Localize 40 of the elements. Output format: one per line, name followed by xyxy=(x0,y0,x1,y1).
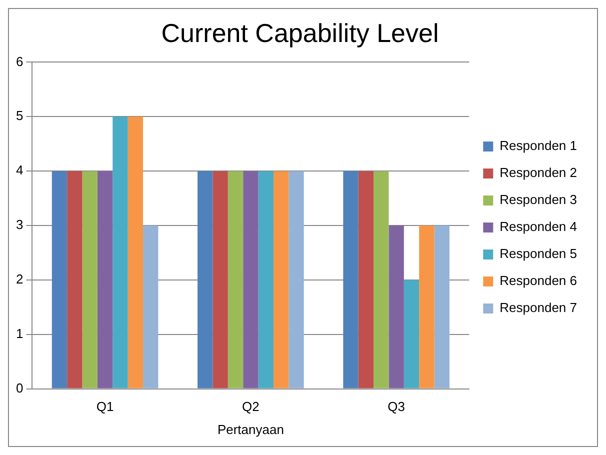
legend-label: Responden 1 xyxy=(500,138,578,154)
bar xyxy=(288,171,304,388)
legend-label: Responden 6 xyxy=(500,273,578,288)
bar xyxy=(198,171,213,388)
bar xyxy=(388,226,404,388)
bar xyxy=(358,171,374,388)
bar xyxy=(67,171,82,388)
bar xyxy=(273,171,289,388)
bar xyxy=(212,171,228,388)
legend-label: Responden 5 xyxy=(500,246,578,262)
bar xyxy=(258,171,274,388)
x-tick-label: Q3 xyxy=(388,399,406,414)
bar xyxy=(82,171,98,388)
legend-label: Responden 2 xyxy=(500,165,578,180)
y-tick-label: 2 xyxy=(16,272,24,287)
bar xyxy=(419,226,434,388)
bar xyxy=(52,171,68,388)
bar xyxy=(128,116,144,388)
x-tick-label: Q2 xyxy=(242,399,260,414)
bar xyxy=(404,280,420,388)
y-tick-label: 0 xyxy=(16,380,24,396)
legend-label: Responden 7 xyxy=(500,300,578,316)
y-tick-label: 6 xyxy=(16,54,24,69)
bar xyxy=(243,171,258,388)
y-tick-label: 5 xyxy=(16,108,24,124)
bar xyxy=(97,171,113,388)
y-tick-label: 1 xyxy=(16,326,24,341)
x-axis-title: Pertanyaan xyxy=(217,422,284,437)
bar xyxy=(112,116,128,388)
bar xyxy=(374,171,389,388)
y-tick-label: 3 xyxy=(16,217,24,232)
bar xyxy=(143,226,158,388)
bar xyxy=(228,171,244,388)
y-tick-label: 4 xyxy=(16,162,24,178)
bar xyxy=(343,171,358,388)
legend-label: Responden 3 xyxy=(500,192,578,208)
chart-title: Current Capability Level xyxy=(161,18,439,48)
bar xyxy=(434,226,450,388)
legend-label: Responden 4 xyxy=(500,219,578,234)
x-tick-label: Q1 xyxy=(96,399,114,414)
